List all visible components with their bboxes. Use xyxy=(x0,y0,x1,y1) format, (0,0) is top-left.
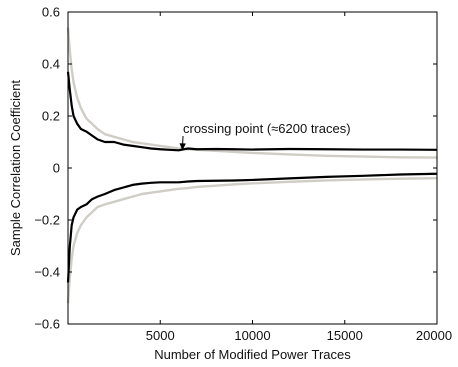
x-axis-title: Number of Modified Power Traces xyxy=(154,347,351,362)
annotation-arrow-head xyxy=(179,143,186,151)
series-line-4 xyxy=(66,176,438,304)
y-tick-label: 0 xyxy=(53,161,60,176)
y-tick-label: −0.4 xyxy=(34,265,60,280)
x-tick-label: 20000 xyxy=(416,328,452,343)
y-tick-label: 0.2 xyxy=(42,109,60,124)
tick-layer: 5000 10000 15000 20000 −0.6 −0.4 −0.2 0 0.2 0.4 0.… xyxy=(34,5,452,344)
y-tick-label: −0.6 xyxy=(34,317,60,332)
series-layer xyxy=(66,27,438,304)
annotation-crossing-point: crossing point (≈6200 traces) xyxy=(183,121,351,136)
y-axis-title: Sample Correlation Coefficient xyxy=(8,80,23,256)
y-tick-label: 0.6 xyxy=(42,5,60,20)
series-line-1 xyxy=(66,27,438,159)
series-line-2 xyxy=(66,71,438,152)
plot-frame xyxy=(67,11,438,325)
annotation-layer: crossing point (≈6200 traces) xyxy=(179,121,351,151)
y-tick-label: −0.2 xyxy=(34,213,60,228)
y-tick-label: 0.4 xyxy=(42,57,60,72)
x-tick-label: 15000 xyxy=(327,328,363,343)
x-tick-label: 10000 xyxy=(234,328,270,343)
series-line-3 xyxy=(66,172,438,283)
x-tick-label: 5000 xyxy=(146,328,175,343)
